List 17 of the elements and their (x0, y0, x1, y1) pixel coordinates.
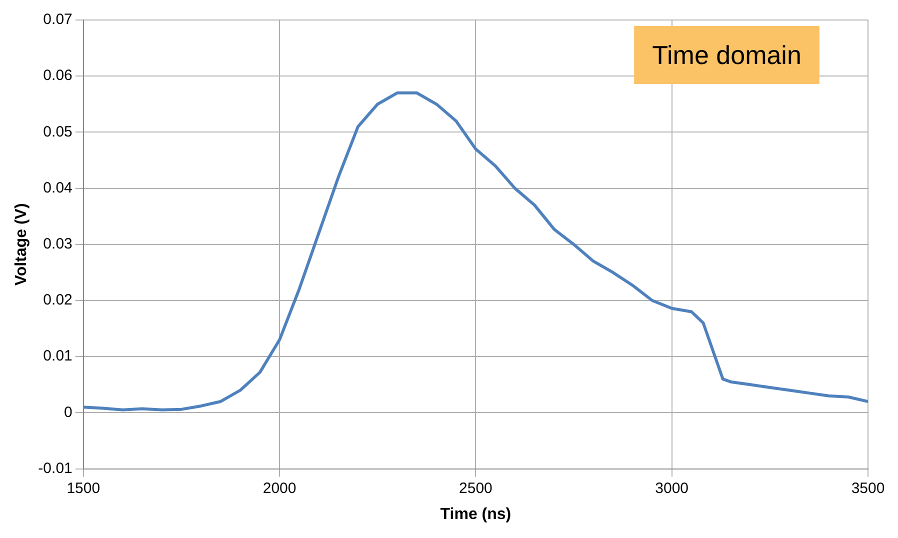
y-axis-title: Voltage (V) (13, 203, 30, 286)
y-tick-label: 0.02 (43, 292, 72, 309)
x-tick-label: 1500 (66, 480, 100, 497)
y-tick-label: 0.01 (43, 348, 72, 365)
y-tick-label: 0.05 (43, 123, 72, 140)
y-tick-label: -0.01 (38, 460, 72, 477)
x-axis-title: Time (ns) (440, 506, 512, 523)
y-tick-label: 0.03 (43, 236, 72, 253)
x-tick-label: 3000 (655, 480, 689, 497)
x-tick-label: 3500 (851, 480, 885, 497)
annotation: Time domain (652, 40, 802, 70)
y-tick-label: 0.07 (43, 11, 72, 28)
x-tick-label: 2000 (262, 480, 296, 497)
y-tick-label: 0.06 (43, 67, 72, 84)
y-tick-label: 0 (64, 404, 72, 421)
y-tick-label: 0.04 (43, 179, 72, 196)
x-tick-label: 2500 (459, 480, 492, 497)
